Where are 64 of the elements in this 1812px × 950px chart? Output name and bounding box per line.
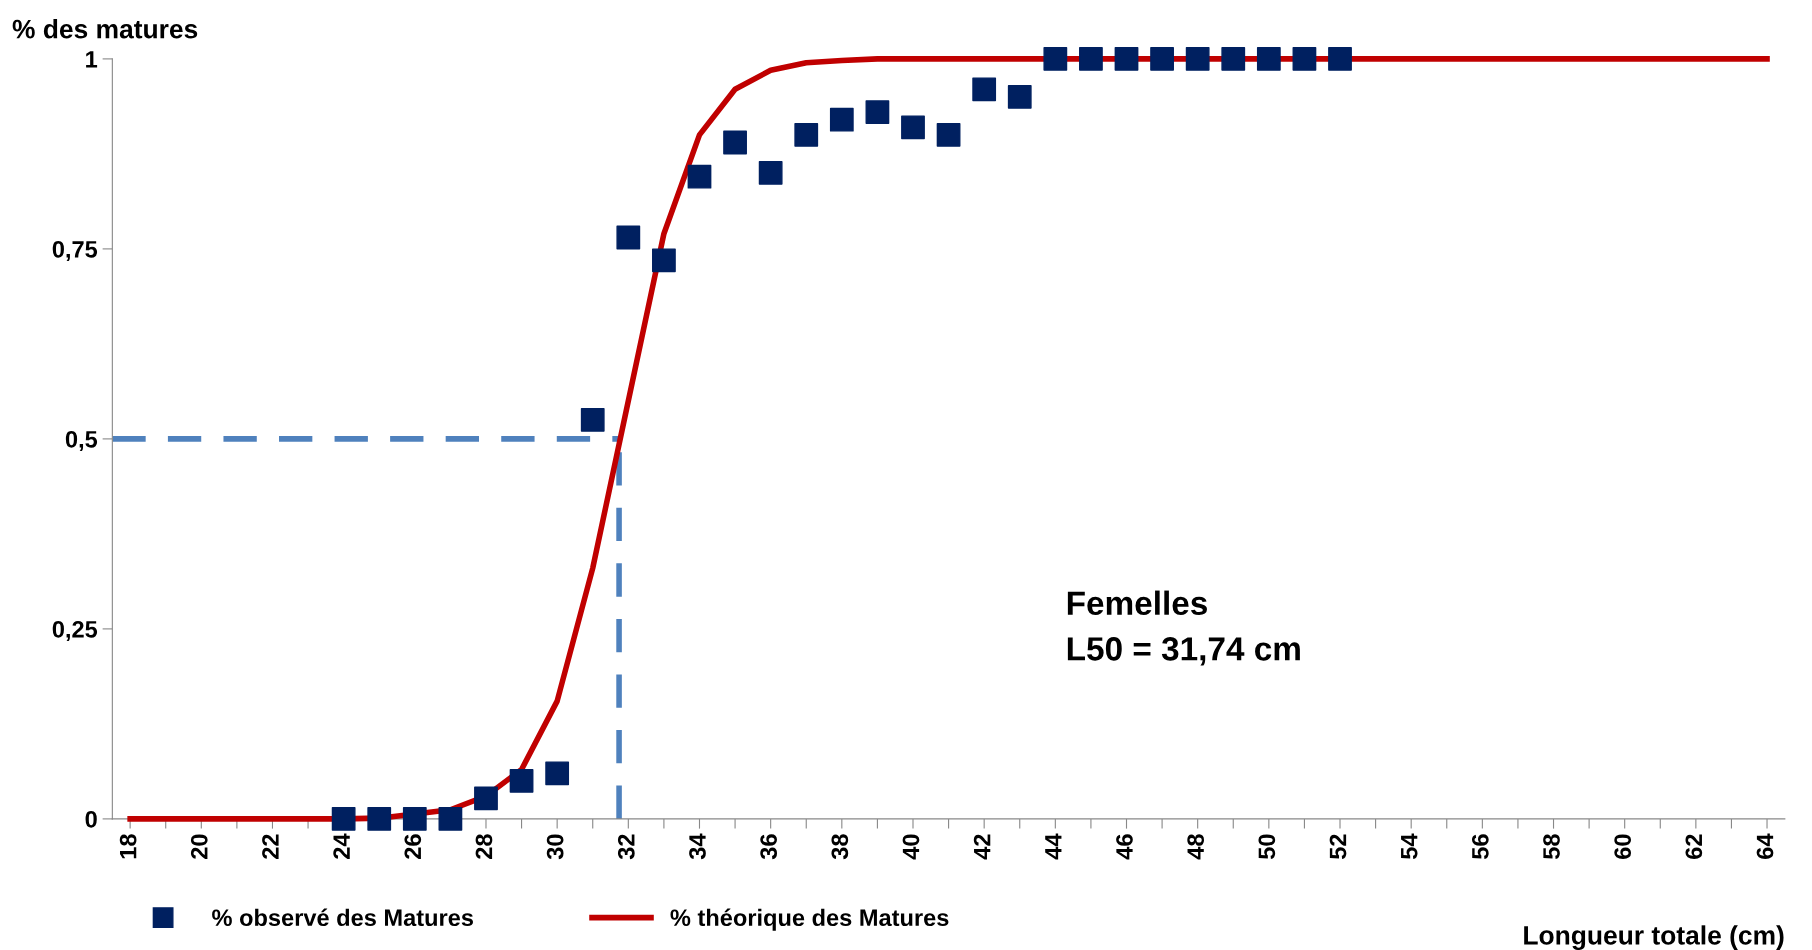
x-tick-label: 48: [1187, 834, 1205, 860]
point: [580, 408, 605, 432]
annotation: Femelles: [1067, 590, 1207, 616]
x-tick-label: 58: [1543, 834, 1560, 860]
y-tick-label: 0,5: [65, 430, 98, 452]
point: [616, 225, 641, 250]
x-tick-label: 64: [1756, 833, 1774, 859]
y-axis-title: % des matures: [12, 19, 198, 39]
x-tick-label: 38: [831, 834, 849, 860]
point: [1114, 47, 1139, 71]
point: [1043, 47, 1068, 71]
x-tick-label: 40: [902, 834, 920, 860]
y-tick-label: 0,25: [52, 620, 98, 642]
point: [1185, 47, 1210, 71]
annotation: L50 = 31,74 cm: [1067, 637, 1300, 666]
x-axis-title: Longueur totale (cm): [1524, 925, 1784, 950]
point: [687, 164, 712, 189]
x-tick-label: 42: [973, 834, 991, 860]
point: [794, 123, 819, 147]
point: [1256, 47, 1281, 71]
point: [758, 161, 783, 185]
point: [331, 807, 356, 831]
x-tick-label: 18: [119, 834, 137, 859]
y-tick-label: 0,75: [52, 240, 98, 262]
y-tick-label: 0: [85, 810, 97, 828]
point: [1079, 47, 1103, 71]
y-tick-label: 1: [86, 51, 98, 68]
point: [438, 807, 463, 831]
point: [901, 115, 925, 140]
x-tick-label: 26: [404, 834, 422, 859]
x-tick-label: 44: [1045, 833, 1062, 860]
point: [545, 761, 570, 786]
point: [723, 130, 747, 155]
legend-label: % observé des Matures: [212, 908, 473, 927]
point: [1150, 47, 1174, 71]
x-tick-label: 22: [262, 834, 279, 859]
x-tick-label: 54: [1401, 833, 1418, 860]
point: [1292, 47, 1317, 71]
x-tick-label: 60: [1614, 834, 1632, 859]
x-tick-label: 36: [760, 834, 778, 860]
point: [936, 123, 961, 147]
x-tick-label: 50: [1258, 834, 1276, 860]
point: [367, 807, 392, 831]
point: [402, 807, 427, 831]
legend-label: % théorique des Matures: [670, 908, 949, 931]
point: [474, 786, 498, 811]
x-tick-label: 30: [546, 834, 564, 860]
point: [829, 107, 854, 132]
point: [652, 248, 676, 273]
point: [865, 100, 890, 124]
x-tick-label: 46: [1116, 834, 1133, 860]
x-tick-label: 52: [1329, 834, 1347, 860]
point: [1007, 85, 1032, 109]
x-tick-label: 56: [1471, 834, 1489, 860]
point: [1221, 47, 1246, 71]
x-tick-label: 20: [190, 834, 208, 859]
x-tick-label: 34: [689, 833, 706, 860]
x-tick-label: 32: [617, 834, 635, 860]
point: [972, 77, 997, 102]
x-tick-label: 24: [333, 833, 350, 859]
point: [1328, 47, 1352, 71]
point: [509, 769, 534, 793]
x-tick-label: 28: [475, 834, 493, 859]
x-tick-label: 62: [1685, 834, 1703, 859]
